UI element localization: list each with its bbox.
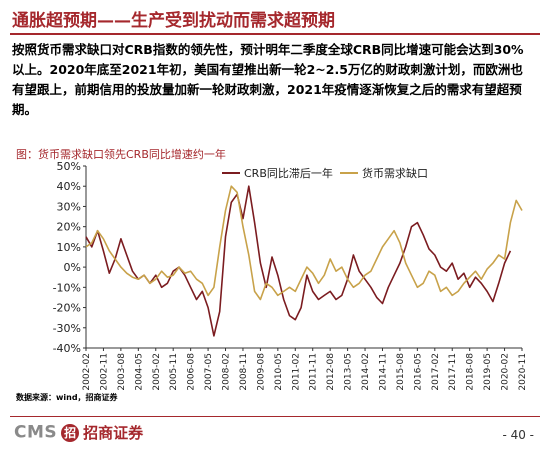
- slide-title: 通胀超预期——生产受到扰动而需求超预期: [12, 11, 335, 31]
- y-tick-label: 20%: [57, 221, 81, 234]
- y-tick-label: -40%: [53, 342, 81, 355]
- x-tick-label: 2017-11: [448, 353, 458, 390]
- legend-label: 货币需求缺口: [362, 166, 428, 180]
- line-chart: -40% -30% -20% -10% 0% 10% 20% 30% 40% 50% 2002-02…: [53, 160, 528, 390]
- brand-emblem-icon: 招: [61, 423, 80, 442]
- chart-axes: -40% -30% -20% -10% 0% 10% 20% 30% 40% 50% 2002-02…: [53, 160, 528, 390]
- x-tick-label: 2020-02: [501, 353, 511, 390]
- y-tick-label: 10%: [57, 241, 81, 254]
- x-tick-label: 2020-11: [518, 353, 528, 390]
- data-source: 数据来源：wind，招商证券: [16, 393, 118, 402]
- y-tick-label: -10%: [53, 281, 81, 294]
- body-paragraph: 按照货币需求缺口对CRB指数的领先性，预计明年二季度全球CRB同比增速可能会达到…: [12, 42, 524, 117]
- legend-label: CRB同比滞后一年: [244, 166, 333, 180]
- x-tick-label: 2008-11: [239, 353, 249, 390]
- x-tick-label: 2015-08: [396, 353, 406, 390]
- x-tick-label: 2005-02: [152, 353, 162, 390]
- x-tick-label: 2009-08: [256, 353, 266, 390]
- x-tick-label: 2016-05: [413, 353, 423, 390]
- series-money-gap-line: [85, 185, 523, 301]
- x-tick-label: 2017-02: [431, 353, 441, 390]
- x-tick-label: 2012-08: [326, 353, 336, 390]
- x-tick-label: 2011-11: [309, 353, 319, 390]
- brand-cms-text: CMS: [14, 422, 58, 443]
- x-tick-label: 2019-05: [483, 353, 493, 390]
- y-tick-label: -30%: [53, 322, 81, 335]
- x-tick-label: 2007-05: [204, 353, 214, 390]
- page-number: - 40 -: [502, 428, 534, 442]
- chart-legend: CRB同比滞后一年 货币需求缺口: [222, 166, 428, 180]
- y-tick-label: 30%: [57, 200, 81, 213]
- x-tick-label: 2011-02: [291, 353, 301, 390]
- x-tick-label: 2005-11: [169, 353, 179, 390]
- x-tick-label: 2006-08: [187, 353, 197, 390]
- x-tick-label: 2004-05: [134, 353, 144, 390]
- footer-rule: [10, 416, 540, 417]
- series-crb-line: [85, 185, 512, 337]
- x-tick-label: 2014-11: [378, 353, 388, 390]
- y-tick-label: 0%: [64, 261, 81, 274]
- y-tick-label: 50%: [57, 160, 81, 173]
- brand-logo: CMS 招招商证券: [14, 422, 143, 443]
- title-rule: [10, 33, 540, 35]
- y-tick-label: 40%: [57, 180, 81, 193]
- chart-series: [85, 185, 523, 337]
- figure-caption: 图：货币需求缺口领先CRB同比增速约一年: [16, 148, 226, 161]
- x-tick-label: 2003-08: [117, 353, 127, 390]
- x-tick-label: 2002-02: [82, 353, 92, 390]
- x-tick-label: 2002-11: [99, 353, 109, 390]
- x-tick-label: 2013-05: [344, 353, 354, 390]
- brand-name: 招商证券: [83, 424, 144, 442]
- x-tick-label: 2010-05: [274, 353, 284, 390]
- x-tick-label: 2014-02: [361, 353, 371, 390]
- x-tick-label: 2018-08: [466, 353, 476, 390]
- y-tick-label: -20%: [53, 302, 81, 315]
- x-tick-label: 2008-02: [222, 353, 232, 390]
